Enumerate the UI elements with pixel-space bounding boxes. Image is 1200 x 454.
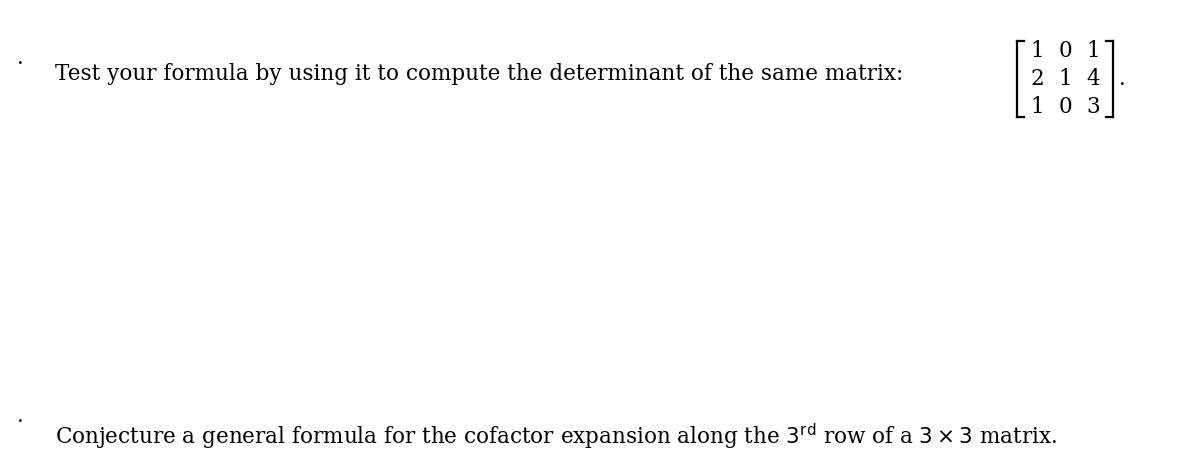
Text: .: . — [17, 405, 23, 427]
Text: 2: 2 — [1030, 68, 1044, 90]
Text: 0: 0 — [1058, 40, 1072, 62]
Text: 1: 1 — [1030, 40, 1044, 62]
Text: 1: 1 — [1086, 40, 1100, 62]
Text: 1: 1 — [1030, 96, 1044, 118]
Text: Test your formula by using it to compute the determinant of the same matrix:: Test your formula by using it to compute… — [55, 63, 904, 85]
Text: 4: 4 — [1086, 68, 1100, 90]
Text: 0: 0 — [1058, 96, 1072, 118]
Text: 1: 1 — [1058, 68, 1072, 90]
Text: 3: 3 — [1086, 96, 1100, 118]
Text: .: . — [1118, 68, 1126, 90]
Text: Conjecture a general formula for the cofactor expansion along the $3^{\mathrm{rd: Conjecture a general formula for the cof… — [55, 422, 1057, 452]
Text: .: . — [17, 47, 23, 69]
